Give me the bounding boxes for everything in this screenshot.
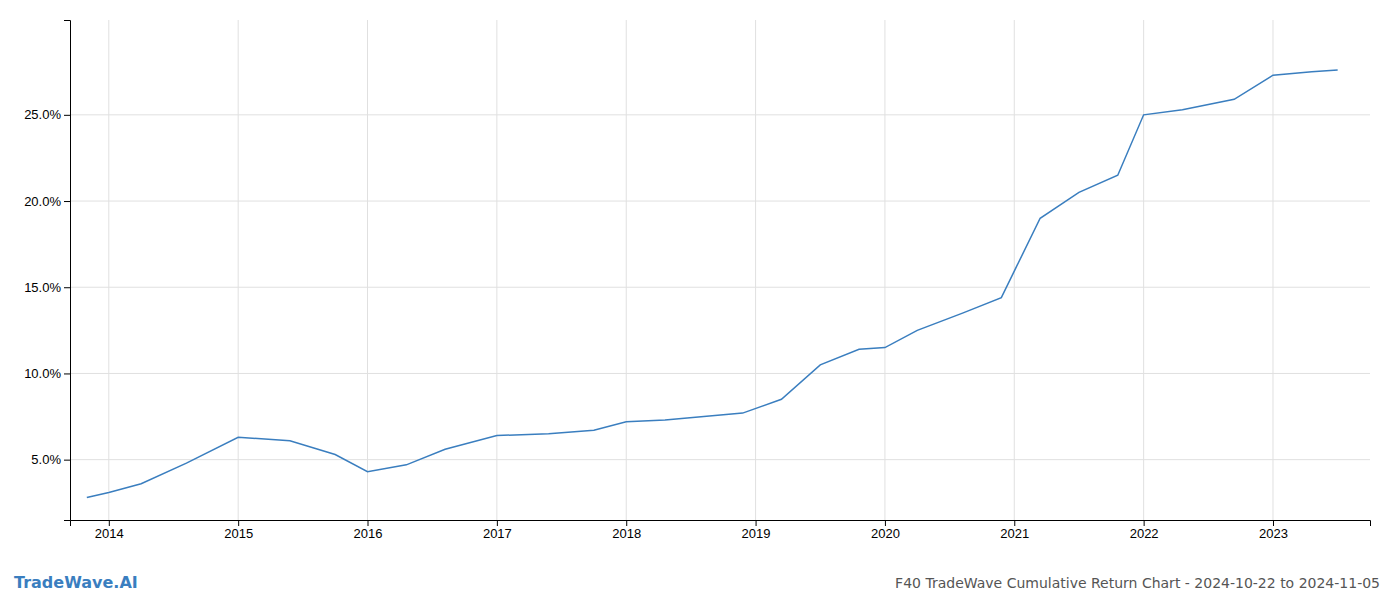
grid-line-x bbox=[755, 20, 756, 520]
y-tick-mark bbox=[64, 201, 70, 202]
x-axis: 2014 2015 2016 2017 2018 2019 2020 2021 2022 2023 bbox=[71, 520, 1371, 541]
x-tick: 2018 bbox=[612, 520, 641, 541]
grid-line-y bbox=[70, 459, 1370, 460]
x-tick-label: 2019 bbox=[742, 526, 771, 541]
x-tick: 2015 bbox=[224, 520, 253, 541]
x-tick-label: 2021 bbox=[1000, 526, 1029, 541]
x-axis-line bbox=[71, 521, 1371, 527]
y-tick-label: 5.0% bbox=[31, 452, 61, 467]
y-tick-label: 15.0% bbox=[24, 280, 61, 295]
line bbox=[87, 70, 1338, 498]
x-tick-mark bbox=[1273, 520, 1274, 526]
x-tick: 2020 bbox=[871, 520, 900, 541]
x-tick-label: 2023 bbox=[1259, 526, 1288, 541]
x-tick: 2023 bbox=[1259, 520, 1288, 541]
chart: 2014 2015 2016 2017 2018 2019 2020 2021 2022 2023… bbox=[0, 0, 1400, 600]
x-tick-mark bbox=[368, 520, 369, 526]
x-tick-label: 2016 bbox=[354, 526, 383, 541]
x-tick: 2016 bbox=[354, 520, 383, 541]
x-tick: 2022 bbox=[1130, 520, 1159, 541]
y-tick: 5.0% bbox=[31, 452, 70, 467]
title: F40 TradeWave Cumulative Return Chart - … bbox=[895, 575, 1380, 591]
grid-line-x bbox=[238, 20, 239, 520]
y-tick: 25.0% bbox=[24, 107, 70, 122]
watermark: TradeWave.AI bbox=[14, 573, 138, 592]
x-tick-label: 2017 bbox=[483, 526, 512, 541]
y-tick-mark bbox=[64, 460, 70, 461]
grid-line-y bbox=[70, 114, 1370, 115]
y-axis-line bbox=[64, 21, 71, 521]
y-tick-label: 10.0% bbox=[24, 366, 61, 381]
x-tick-label: 2018 bbox=[612, 526, 641, 541]
x-tick-label: 2022 bbox=[1130, 526, 1159, 541]
grid-line-y bbox=[70, 373, 1370, 374]
grid-line-x bbox=[367, 20, 368, 520]
y-tick: 15.0% bbox=[24, 280, 70, 295]
x-tick-mark bbox=[756, 520, 757, 526]
x-tick-mark bbox=[497, 520, 498, 526]
y-tick: 10.0% bbox=[24, 366, 70, 381]
x-tick-mark bbox=[1014, 520, 1015, 526]
grid-line-y bbox=[70, 287, 1370, 288]
grid-line-y bbox=[70, 201, 1370, 202]
grid-line-x bbox=[108, 20, 109, 520]
y-axis: 5.0% 10.0% 15.0% 20.0% 25.0% bbox=[24, 21, 70, 521]
x-tick-label: 2020 bbox=[871, 526, 900, 541]
x-tick-mark bbox=[238, 520, 239, 526]
grid-line-x bbox=[1143, 20, 1144, 520]
marks bbox=[87, 70, 1338, 498]
y-tick: 20.0% bbox=[24, 194, 70, 209]
x-tick-mark bbox=[885, 520, 886, 526]
plot: 2014 2015 2016 2017 2018 2019 2020 2021 2022 2023… bbox=[24, 20, 1370, 541]
x-tick-mark bbox=[1144, 520, 1145, 526]
x-tick: 2014 bbox=[95, 520, 124, 541]
grid-line-x bbox=[626, 20, 627, 520]
x-tick: 2019 bbox=[742, 520, 771, 541]
grid bbox=[70, 20, 1370, 520]
x-tick-label: 2014 bbox=[95, 526, 124, 541]
y-tick-label: 25.0% bbox=[24, 107, 61, 122]
x-tick-label: 2015 bbox=[224, 526, 253, 541]
x-tick: 2017 bbox=[483, 520, 512, 541]
y-tick-mark bbox=[64, 287, 70, 288]
x-tick-mark bbox=[109, 520, 110, 526]
grid-line-x bbox=[1272, 20, 1273, 520]
grid-line-x bbox=[496, 20, 497, 520]
grid-line-x bbox=[884, 20, 885, 520]
x-tick-mark bbox=[626, 520, 627, 526]
y-tick-label: 20.0% bbox=[24, 194, 61, 209]
x-tick: 2021 bbox=[1000, 520, 1029, 541]
y-tick-mark bbox=[64, 115, 70, 116]
y-tick-mark bbox=[64, 373, 70, 374]
